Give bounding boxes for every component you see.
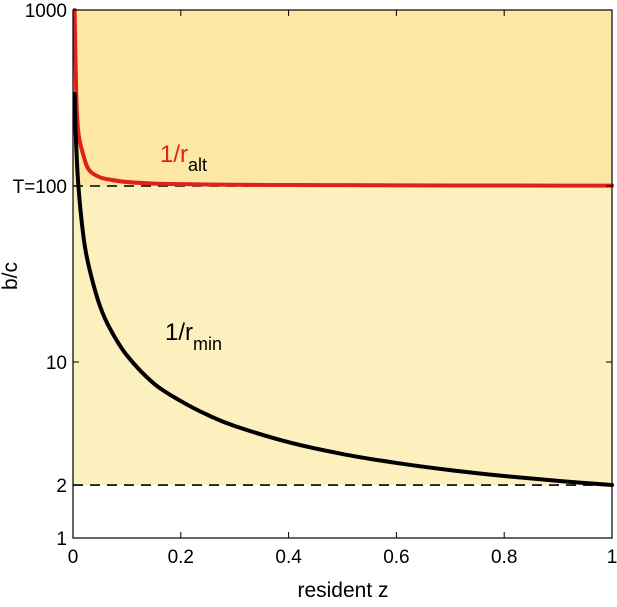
y-axis-label: b/c	[0, 262, 22, 290]
y-axis-ticks: 1 2 10 T=100 1000	[13, 1, 612, 550]
svg-text:1/ralt: 1/ralt	[160, 141, 207, 175]
y-tick-label-4: 1000	[25, 1, 67, 22]
shaded-region-0	[73, 10, 612, 186]
svg-text:1/rmin: 1/rmin	[165, 319, 222, 354]
x-axis-ticks: 0 0.2 0.4 0.6 0.8 1	[68, 10, 617, 568]
series-line-alt	[72, 8, 614, 188]
series-label-alt-main: 1/r	[160, 141, 188, 168]
series-group	[72, 8, 614, 488]
series-label-alt-sub: alt	[188, 155, 207, 175]
x-tick-label-1: 0.2	[168, 547, 194, 568]
y-tick-label-2: 10	[46, 353, 67, 374]
y-tick-label-3: T=100	[13, 177, 67, 198]
y-tick-label-0: 1	[56, 529, 67, 550]
x-tick-label-0: 0	[68, 547, 79, 568]
shaded-region-1	[73, 186, 612, 486]
x-axis-label: resident z	[297, 579, 388, 602]
series-line-min	[72, 91, 614, 488]
x-tick-label-3: 0.6	[383, 547, 409, 568]
x-tick-label-5: 1	[607, 547, 617, 568]
series-label-alt: 1/ralt	[160, 141, 207, 175]
shaded-regions	[73, 10, 612, 486]
plot-frame	[72, 9, 613, 539]
y-tick-label-1: 2	[56, 476, 67, 497]
x-tick-label-2: 0.4	[275, 547, 302, 568]
series-label-min-main: 1/r	[165, 319, 193, 346]
series-label-min: 1/rmin	[165, 319, 222, 354]
series-label-min-sub: min	[193, 334, 222, 354]
x-tick-label-4: 0.8	[491, 547, 517, 568]
